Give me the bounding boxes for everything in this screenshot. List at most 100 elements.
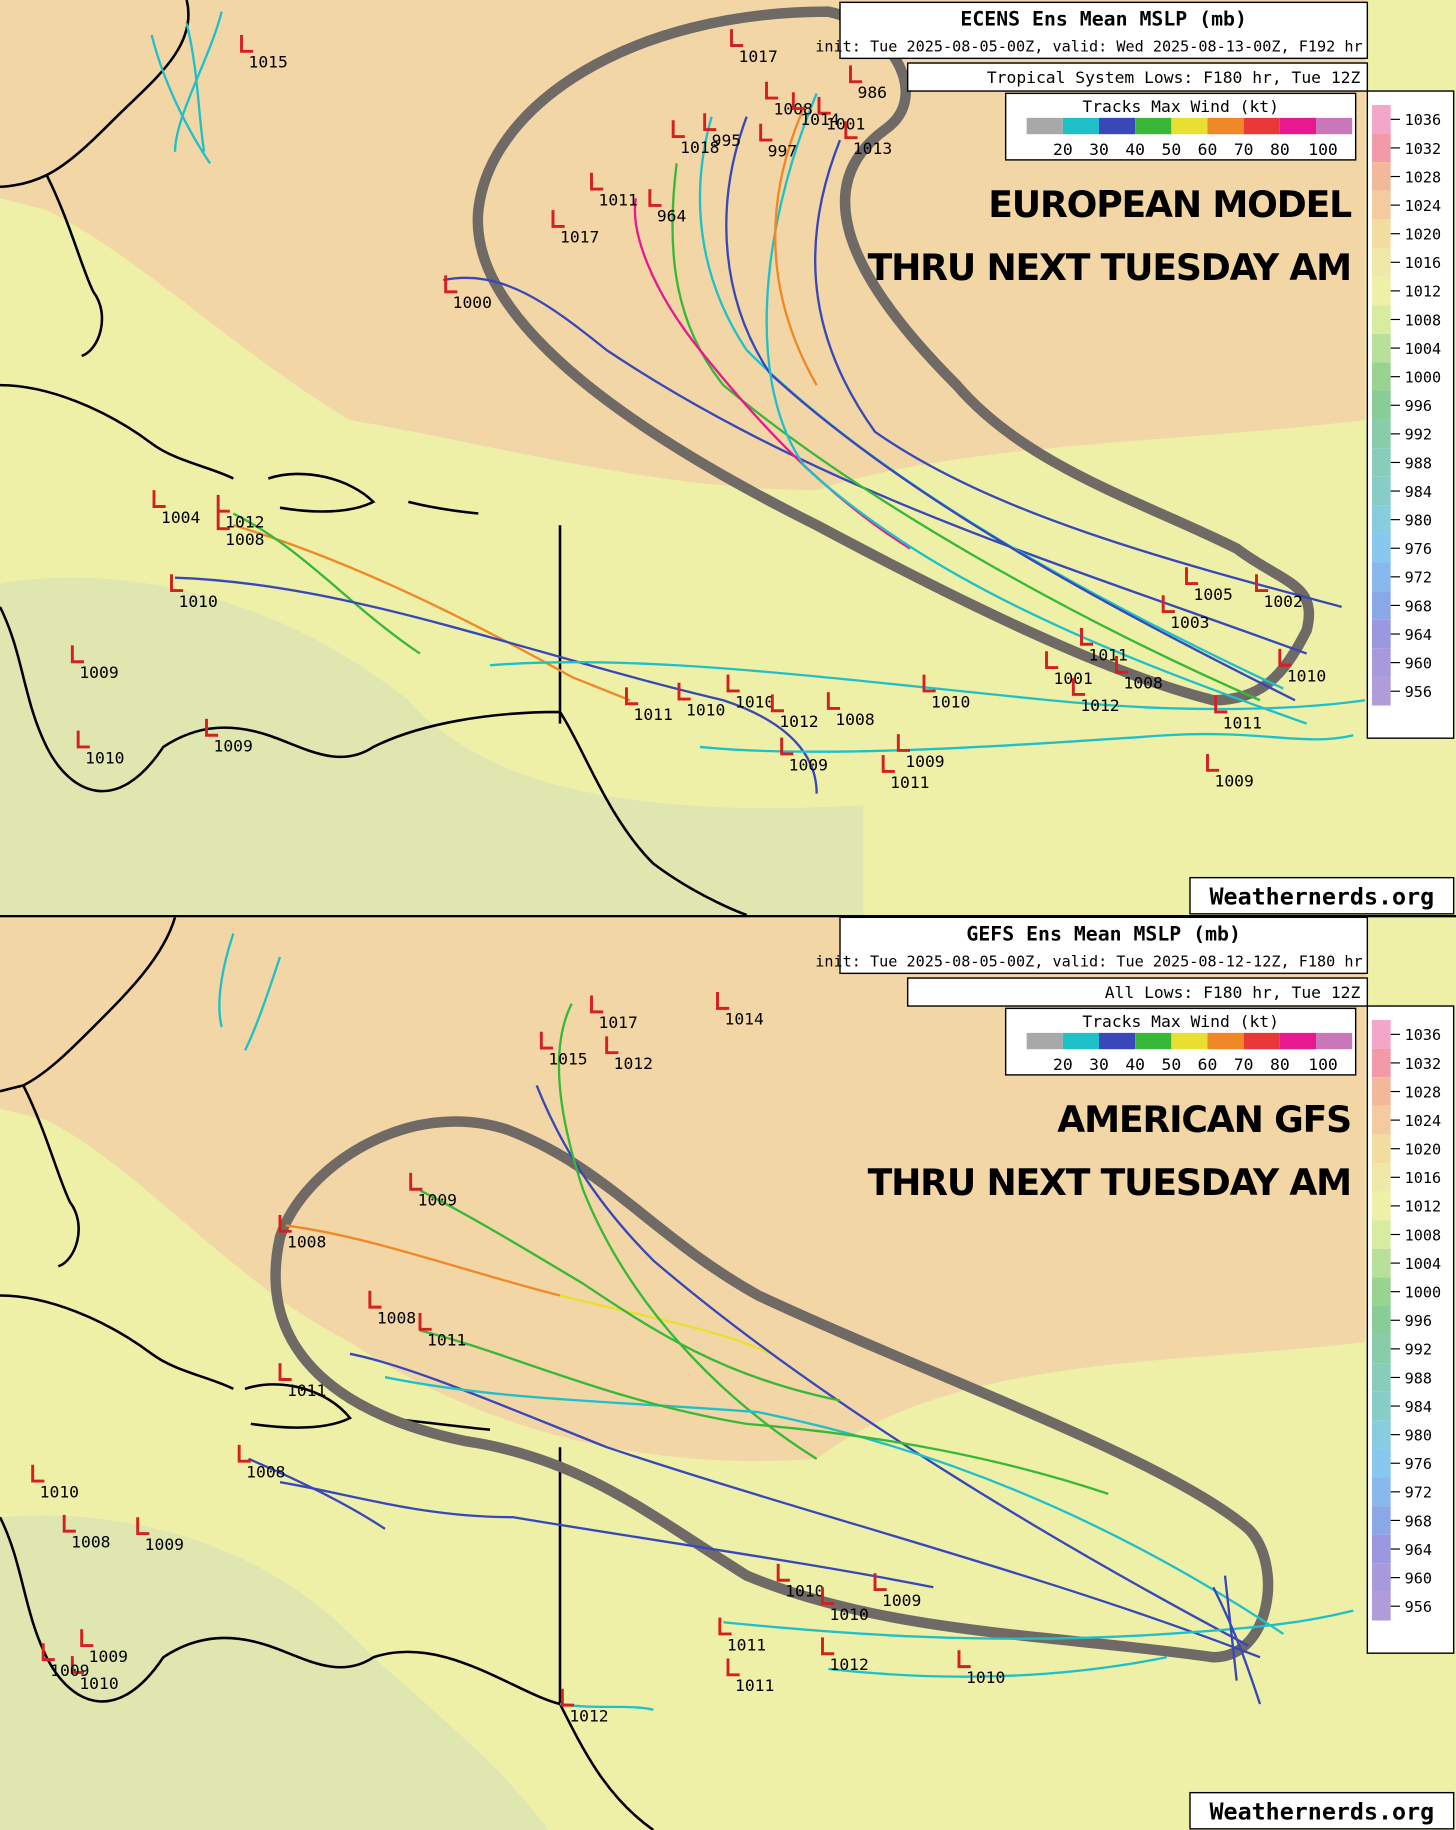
low-pressure-label: 1014 [724, 1010, 763, 1029]
low-pressure-label: 1013 [853, 139, 892, 158]
pressure-label: 1016 [1405, 254, 1441, 272]
low-pressure-label: 1005 [1194, 585, 1233, 604]
caption-box [906, 62, 1369, 92]
legend-swatch [1062, 117, 1099, 135]
pressure-label: 1004 [1405, 340, 1441, 358]
pressure-color [1372, 1020, 1391, 1049]
low-pressure-label: 1011 [427, 1331, 466, 1350]
pressure-color [1372, 219, 1391, 249]
low-marker [80, 1629, 94, 1648]
low-marker [41, 1643, 55, 1662]
low-marker [648, 189, 662, 207]
low-marker [849, 65, 863, 84]
low-marker [590, 172, 604, 191]
track [174, 576, 818, 794]
low-marker [1071, 678, 1085, 696]
pressure-label: 992 [1405, 1341, 1432, 1359]
track [150, 11, 223, 165]
low-pressure-label: 995 [712, 131, 741, 150]
pressure-color [1372, 105, 1391, 134]
pressure-label: 1020 [1405, 226, 1441, 244]
legend-label: 20 [1053, 1055, 1073, 1074]
legend-swatch [1207, 117, 1244, 135]
legend-swatch [1279, 1032, 1316, 1050]
low-pressure-label: 1009 [882, 1591, 921, 1610]
track [723, 1609, 1354, 1640]
low-pressure-label: 1009 [145, 1535, 184, 1554]
low-pressure-label: 1012 [779, 712, 818, 731]
legend-label: 20 [1053, 140, 1073, 159]
low-pressure-label: 1009 [905, 752, 944, 771]
pressure-color [1372, 362, 1391, 391]
caption-box [906, 977, 1369, 1007]
low-marker [1278, 648, 1292, 667]
legend-label: 80 [1270, 1055, 1290, 1074]
overlay: 1015 101798610011013100810149971018995101… [31, 1, 1455, 1830]
track [232, 524, 631, 702]
low-pressure-label: 1017 [560, 228, 599, 247]
pressure-color [1372, 591, 1391, 620]
panel-bottom-map [0, 917, 1456, 1830]
low-pressure-label: 1014 [800, 110, 839, 129]
pressure-color [1372, 1506, 1391, 1535]
pressure-label: 964 [1405, 1541, 1432, 1559]
low-pressure-label: 1010 [686, 700, 725, 719]
pressure-color [1372, 1448, 1391, 1478]
pressure-color [1372, 276, 1391, 306]
low-pressure-area [0, 577, 864, 915]
legend-swatch [1316, 117, 1353, 135]
low-pressure-label: 1009 [418, 1191, 457, 1210]
low-marker [881, 755, 895, 773]
legend-title: Tracks Max Wind (kt) [1082, 1012, 1279, 1031]
pressure-label: 1008 [1405, 311, 1441, 329]
low-marker [896, 734, 911, 752]
pressure-label: 960 [1405, 1569, 1432, 1587]
pressure-label: 968 [1405, 1512, 1432, 1530]
pressure-color [1372, 1391, 1391, 1421]
low-pressure-label: 964 [657, 207, 687, 226]
low-pressure-label: 1012 [569, 1706, 608, 1725]
legend-swatch [1243, 1032, 1280, 1050]
legend-swatch [1026, 117, 1063, 135]
track [218, 933, 282, 1051]
track [1212, 1575, 1262, 1705]
low-marker [718, 1617, 732, 1636]
pressure-color [1372, 562, 1391, 592]
low-pressure-label: 1009 [1215, 772, 1254, 791]
pressure-label: 988 [1405, 1369, 1432, 1387]
low-pressure-label: 1011 [599, 190, 638, 209]
low-marker [70, 645, 84, 664]
low-marker [1185, 567, 1199, 586]
headline: THRU NEXT TUESDAY AM [868, 1161, 1351, 1204]
low-marker [237, 1444, 251, 1463]
highlight-outline [270, 1116, 1274, 1663]
legend-label: 50 [1161, 140, 1181, 159]
pressure-label: 1012 [1405, 283, 1441, 301]
low-pressure-label: 1018 [680, 138, 719, 157]
legend-title: Tracks Max Wind (kt) [1082, 97, 1279, 116]
low-marker [205, 718, 219, 737]
pressure-label: 1024 [1405, 1112, 1441, 1130]
low-marker [240, 35, 254, 53]
low-pressure-label: 1011 [287, 1381, 326, 1400]
low-pressure-label: 1012 [1080, 696, 1119, 715]
low-pressure-label: 1017 [599, 1013, 638, 1032]
low-marker [216, 512, 230, 531]
title-box [839, 1, 1369, 60]
low-marker [922, 674, 936, 693]
track-group [150, 11, 1366, 794]
low-marker [821, 1637, 835, 1656]
low-marker [671, 120, 685, 139]
low-pressure-label: 986 [858, 83, 887, 102]
legend-label: 60 [1198, 1055, 1218, 1074]
legend-swatch [1099, 1032, 1136, 1050]
legend-label: 50 [1161, 1055, 1181, 1074]
low-pressure-label: 1009 [214, 737, 253, 756]
pressure-label: 988 [1405, 454, 1432, 472]
pressure-label: 1000 [1405, 369, 1441, 387]
watermark: Weathernerds.org [1209, 882, 1434, 910]
legend-swatch [1062, 1032, 1099, 1050]
pressure-label: 972 [1405, 1484, 1432, 1502]
low-marker [76, 730, 90, 749]
low-pressure-label: 1008 [225, 530, 264, 549]
